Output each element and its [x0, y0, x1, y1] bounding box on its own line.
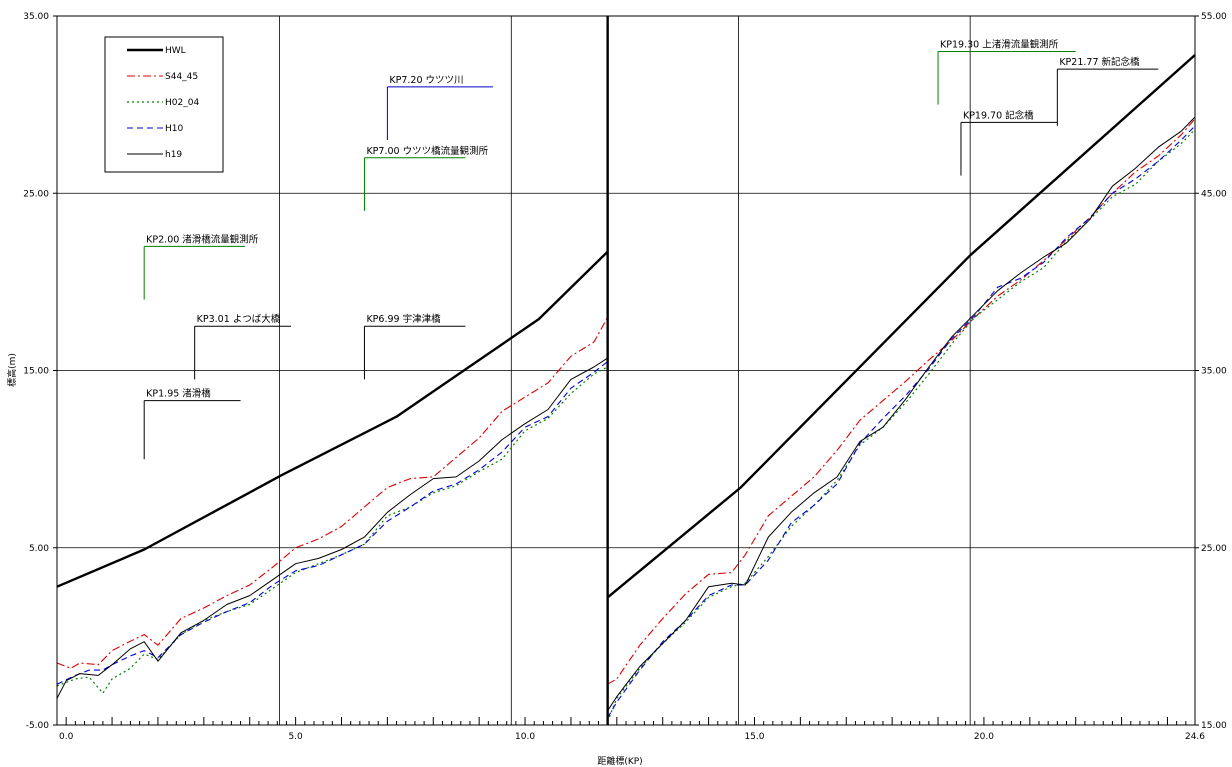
x-tick-label: 15.0: [744, 732, 764, 742]
series-line-s44-45: [607, 118, 1196, 685]
legend: HWL S44_45 H02_04 H10 h19: [104, 36, 224, 173]
annotation-label: KP19.30 上渚滑流量観測所: [940, 38, 1059, 50]
right-y-tick-label: 55.00: [1201, 12, 1227, 22]
annotation-label: KP21.77 新記念橋: [1059, 56, 1140, 68]
x-axis-title: 距離標(KP): [597, 755, 642, 767]
series-line-hwl: [606, 54, 1196, 599]
legend-label: h19: [165, 150, 182, 160]
y-axis-title: 標高(m): [6, 353, 18, 387]
x-tick-label: 20.0: [974, 732, 994, 742]
series-line-h10: [607, 125, 1196, 719]
axes-layer: -5.00 5.00 15.00 25.00 35.00 15.00 25.00 35.00 4…: [23, 12, 1227, 742]
series-line-h02-04: [56, 366, 608, 694]
series-line-hwl: [56, 250, 609, 588]
annotation-label: KP6.99 宇津津橋: [366, 313, 441, 325]
right-y-tick-label: 15.00: [1201, 721, 1227, 731]
left-y-tick-label: 35.00: [23, 12, 49, 22]
series-layer: [56, 54, 1196, 722]
annotation-label: KP19.70 記念橋: [963, 109, 1034, 121]
legend-label: H10: [165, 124, 183, 134]
x-tick-label: 0.0: [59, 732, 74, 742]
annotation-label: KP3.01 よつば大橋: [197, 313, 281, 325]
series-line-h19: [56, 357, 608, 699]
annotation-label: KP7.00 ウツツ橋流量観測所: [366, 145, 488, 157]
left-y-tick-label: -5.00: [26, 721, 50, 731]
x-tick-label: 5.0: [288, 732, 303, 742]
series-line-s44-45: [56, 317, 609, 669]
right-y-tick-label: 45.00: [1201, 189, 1227, 199]
right-y-tick-label: 35.00: [1201, 367, 1227, 377]
series-line-h19: [607, 116, 1196, 712]
right-y-tick-label: 25.00: [1201, 544, 1227, 554]
annotation-label: KP1.95 渚滑橋: [146, 388, 211, 400]
series-line-h02-04: [607, 128, 1196, 722]
annotation-label: KP7.20 ウツツ川: [389, 75, 463, 86]
legend-label: HWL: [165, 46, 186, 56]
legend-box: [104, 36, 224, 173]
annotation-layer: KP2.00 渚滑橋流量観測所 KP3.01 よつば大橋 KP1.95 渚滑橋 KP7…: [143, 38, 1159, 460]
left-y-tick-label: 15.00: [23, 367, 49, 377]
legend-label: S44_45: [165, 72, 198, 82]
series-line-h10: [56, 361, 608, 685]
left-y-tick-label: 5.00: [29, 544, 49, 554]
x-tick-label: 24.6: [1185, 732, 1205, 742]
x-tick-label: 10.0: [515, 732, 535, 742]
left-y-tick-label: 25.00: [23, 189, 49, 199]
legend-label: H02_04: [165, 98, 199, 108]
annotation-label: KP2.00 渚滑橋流量観測所: [146, 233, 259, 245]
